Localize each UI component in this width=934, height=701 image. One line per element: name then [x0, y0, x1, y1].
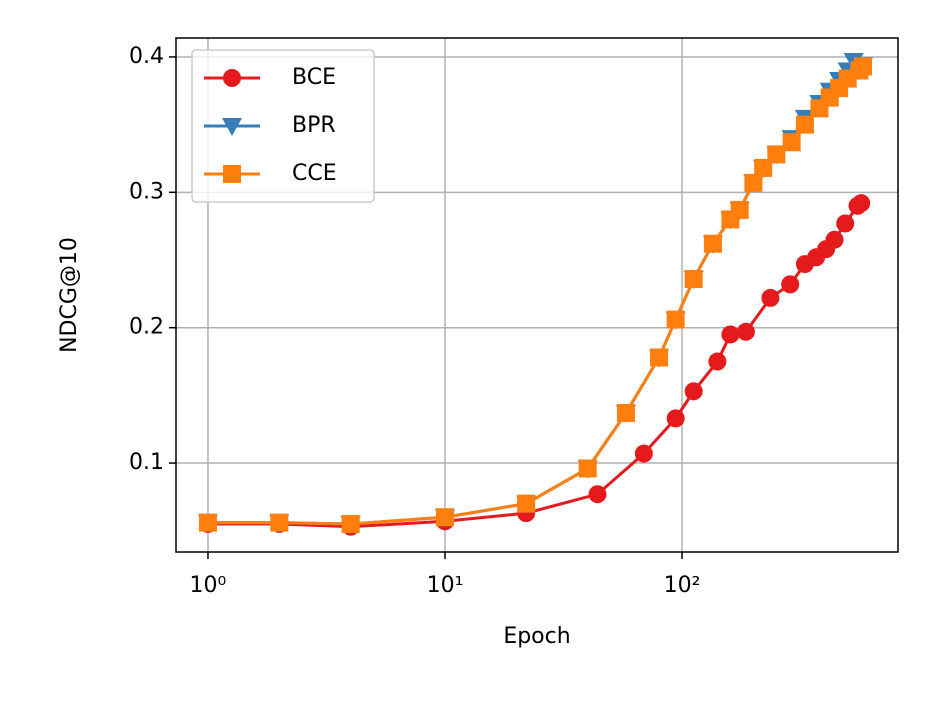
y-axis-label: NDCG@10 [57, 237, 82, 353]
legend-label: CCE [292, 161, 337, 186]
marker [795, 115, 814, 134]
marker [270, 513, 289, 532]
marker [708, 352, 727, 371]
marker [666, 310, 685, 329]
marker [684, 269, 703, 288]
y-tick-label: 0.4 [129, 44, 164, 69]
legend-label: BPR [292, 113, 336, 138]
marker [198, 513, 217, 532]
marker [744, 173, 763, 192]
marker [616, 403, 635, 422]
legend-box [191, 49, 375, 203]
marker [666, 409, 685, 428]
marker [721, 325, 740, 344]
marker [825, 230, 844, 249]
marker [782, 133, 801, 152]
x-tick-label: 10¹ [427, 573, 464, 598]
plot-frame [175, 37, 899, 553]
marker [588, 485, 607, 504]
marker [754, 158, 773, 177]
x-tick-label: 10⁰ [190, 573, 227, 598]
marker [436, 508, 455, 527]
marker [223, 69, 241, 87]
marker [852, 194, 871, 213]
marker [730, 200, 749, 219]
marker [761, 288, 780, 307]
legend-label: BCE [292, 65, 336, 90]
marker [650, 348, 669, 367]
y-tick-label: 0.2 [129, 315, 164, 340]
marker [853, 57, 872, 76]
marker [767, 145, 786, 164]
marker [836, 214, 855, 233]
series-line [207, 201, 863, 529]
marker [222, 118, 242, 136]
marker [781, 275, 800, 294]
marker [736, 322, 755, 341]
marker [578, 459, 597, 478]
marker [634, 444, 653, 463]
x-axis-label: Epoch [503, 624, 570, 649]
x-tick-label: 10² [664, 573, 701, 598]
marker [341, 514, 360, 533]
y-tick-label: 0.1 [129, 450, 164, 475]
marker [703, 234, 722, 253]
marker [684, 382, 703, 401]
y-tick-label: 0.3 [129, 179, 164, 204]
marker [223, 165, 241, 183]
marker [517, 494, 536, 513]
